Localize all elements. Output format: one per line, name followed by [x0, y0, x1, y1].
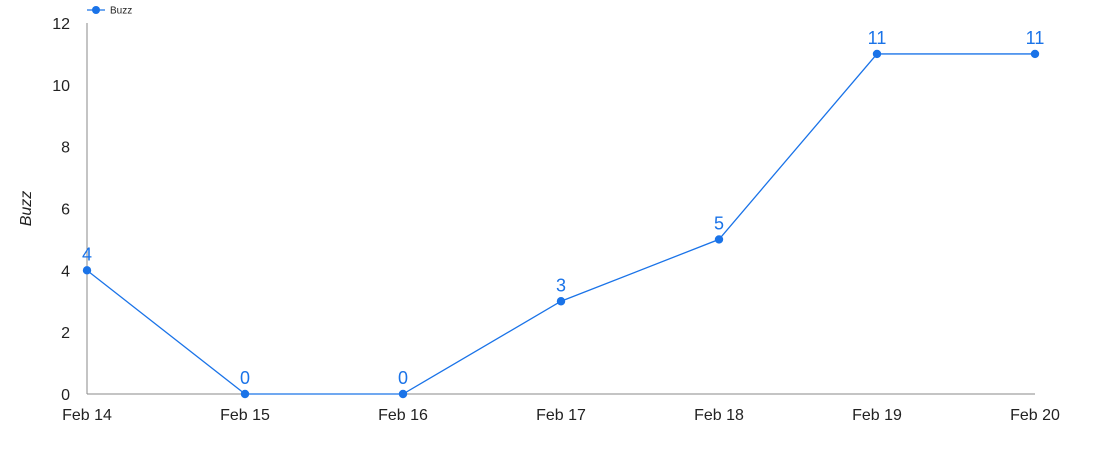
series-line	[86, 53, 1035, 395]
x-tick-label: Feb 19	[852, 407, 902, 424]
data-label: 0	[398, 368, 408, 388]
x-tick-label: Feb 15	[220, 407, 270, 424]
data-label: 3	[556, 275, 566, 295]
y-tick-label: 6	[61, 202, 70, 219]
y-tick-label: 10	[52, 78, 70, 95]
x-tick-label: Feb 18	[694, 407, 744, 424]
data-label: 4	[82, 244, 92, 264]
x-tick-label: Feb 16	[378, 407, 428, 424]
data-point[interactable]	[398, 389, 408, 399]
x-tick-label: Feb 14	[62, 407, 112, 424]
x-tick-label: Feb 17	[536, 407, 586, 424]
legend-label: Buzz	[110, 6, 132, 17]
y-tick-label: 12	[52, 16, 70, 33]
legend-marker-icon	[92, 6, 100, 14]
data-point[interactable]	[872, 49, 882, 59]
y-axis-title: Buzz	[18, 191, 35, 227]
data-point[interactable]	[556, 297, 566, 306]
series-layer: 4 0 0 3 5 11 11	[82, 28, 1045, 399]
x-tick-label: Feb 20	[1010, 407, 1060, 424]
data-label: 5	[714, 213, 724, 233]
y-tick-label: 2	[61, 325, 70, 342]
data-point[interactable]	[714, 235, 724, 244]
data-label: 11	[1026, 28, 1045, 48]
data-label: 11	[868, 28, 887, 48]
data-label: 0	[240, 368, 250, 388]
data-point[interactable]	[240, 389, 250, 399]
y-tick-label: 8	[61, 140, 70, 157]
y-tick-label: 0	[61, 387, 70, 404]
legend[interactable]: Buzz	[87, 6, 132, 17]
y-tick-label: 4	[61, 263, 70, 280]
data-point[interactable]	[82, 266, 92, 275]
x-axis: Feb 14 Feb 15 Feb 16 Feb 17 Feb 18 Feb 19 Feb …	[62, 393, 1060, 424]
y-axis: 0 2 4 6 8 10 12 Buzz	[18, 16, 88, 404]
data-point[interactable]	[1030, 49, 1040, 59]
